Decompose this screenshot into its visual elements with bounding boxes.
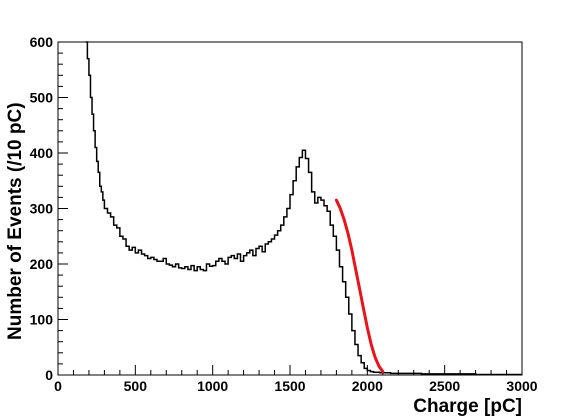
y-tick-label: 0 xyxy=(45,367,53,383)
x-axis-ticks: 0 500 1000 1500 2000 2500 3000 xyxy=(54,365,538,394)
x-tick-label: 500 xyxy=(124,378,148,394)
y-tick-label: 400 xyxy=(30,145,54,161)
histogram-series xyxy=(85,41,522,376)
x-tick-label: 2000 xyxy=(352,378,383,394)
y-tick-label: 300 xyxy=(30,201,54,217)
x-tick-label: 0 xyxy=(54,378,62,394)
x-tick-label: 2500 xyxy=(429,378,460,394)
x-tick-label: 3000 xyxy=(506,378,537,394)
y-axis-title: Number of Events (/10 pC) xyxy=(5,102,26,340)
y-axis-ticks: 0 100 200 300 400 500 600 xyxy=(30,34,68,383)
y-tick-label: 200 xyxy=(30,256,54,272)
y-tick-label: 500 xyxy=(30,90,54,106)
x-axis-title: Charge [pC] xyxy=(413,396,522,417)
x-tick-label: 1500 xyxy=(274,378,305,394)
data-series xyxy=(85,41,522,376)
y-tick-label: 600 xyxy=(30,34,54,50)
y-tick-label: 100 xyxy=(30,312,54,328)
x-tick-label: 1000 xyxy=(197,378,228,394)
fit-curve xyxy=(334,198,385,374)
